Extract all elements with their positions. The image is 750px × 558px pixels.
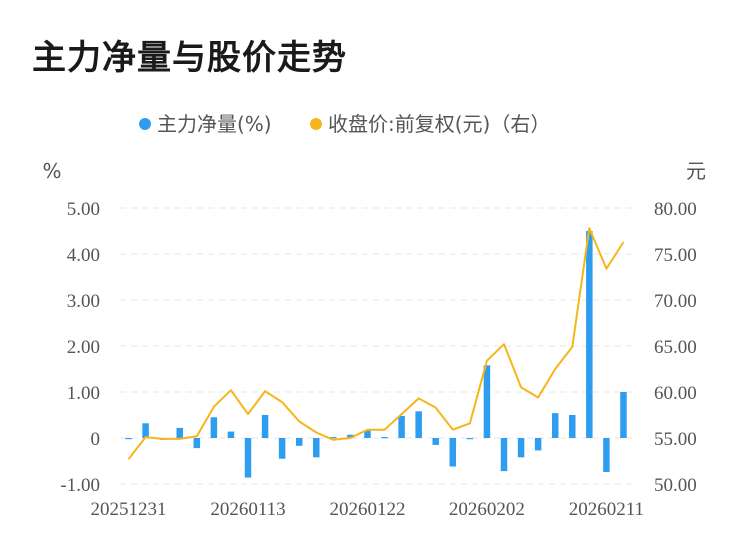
bar bbox=[193, 438, 201, 449]
right-tick-label: 50.00 bbox=[654, 475, 697, 496]
bar bbox=[330, 437, 337, 439]
bar bbox=[432, 438, 439, 445]
bar bbox=[278, 438, 286, 459]
right-axis: 80.00 75.00 70.00 65.00 60.00 55.00 50.00 bbox=[654, 199, 697, 496]
bar bbox=[483, 365, 491, 438]
legend-label: 收盘价:前复权(元)（右） bbox=[328, 112, 550, 136]
bar bbox=[603, 438, 610, 473]
left-tick-label: 4.00 bbox=[67, 245, 100, 266]
right-axis-unit: 元 bbox=[686, 159, 706, 183]
x-tick-label: 20260122 bbox=[329, 499, 405, 520]
bar bbox=[210, 417, 218, 438]
bar bbox=[364, 430, 371, 438]
right-tick-label: 80.00 bbox=[654, 199, 697, 220]
bar-series bbox=[125, 231, 627, 478]
x-axis: 20251231 20260113 20260122 20260202 20260211 bbox=[91, 499, 645, 520]
left-tick-label: -1.00 bbox=[60, 475, 100, 496]
bar bbox=[125, 438, 132, 440]
bar bbox=[534, 438, 542, 451]
left-axis-unit: % bbox=[42, 159, 61, 183]
x-tick-label: 20260113 bbox=[210, 499, 285, 520]
bar bbox=[227, 431, 235, 438]
left-tick-label: 2.00 bbox=[67, 337, 100, 358]
x-tick-label: 20260202 bbox=[449, 499, 525, 520]
x-tick-label: 20260211 bbox=[569, 499, 644, 520]
left-axis: 5.00 4.00 3.00 2.00 1.00 0 -1.00 bbox=[60, 199, 100, 496]
bar bbox=[381, 437, 388, 439]
line-series bbox=[127, 227, 625, 460]
legend[interactable]: 主力净量(%) 收盘价:前复权(元)（右） bbox=[139, 112, 550, 136]
right-tick-label: 60.00 bbox=[654, 383, 697, 404]
bar bbox=[398, 415, 405, 438]
legend-marker bbox=[139, 118, 151, 130]
chart-title: 主力净量与股价走势 bbox=[32, 38, 347, 78]
bar bbox=[500, 438, 508, 472]
bar bbox=[347, 434, 354, 438]
legend-marker bbox=[310, 118, 322, 130]
bar bbox=[569, 415, 576, 438]
bar bbox=[142, 423, 149, 438]
x-tick-label: 20251231 bbox=[91, 499, 167, 520]
bar bbox=[517, 438, 525, 458]
legend-item-1[interactable]: 主力净量(%) bbox=[139, 112, 272, 136]
bar bbox=[449, 438, 457, 467]
price-line bbox=[127, 227, 625, 460]
right-tick-label: 75.00 bbox=[654, 245, 697, 266]
left-tick-label: 1.00 bbox=[67, 383, 100, 404]
bar bbox=[586, 231, 593, 438]
bar bbox=[261, 415, 269, 438]
bar bbox=[176, 427, 183, 438]
left-tick-label: 0 bbox=[91, 429, 101, 450]
legend-label: 主力净量(%) bbox=[157, 112, 272, 136]
right-tick-label: 65.00 bbox=[654, 337, 697, 358]
bar bbox=[415, 411, 422, 438]
gridlines bbox=[120, 207, 632, 485]
right-tick-label: 55.00 bbox=[654, 429, 697, 450]
bar bbox=[620, 392, 627, 438]
legend-item-2[interactable]: 收盘价:前复权(元)（右） bbox=[310, 112, 550, 136]
bar bbox=[295, 438, 303, 446]
bar bbox=[551, 413, 559, 438]
left-tick-label: 3.00 bbox=[67, 291, 100, 312]
bar bbox=[244, 438, 252, 478]
left-tick-label: 5.00 bbox=[67, 199, 100, 220]
right-tick-label: 70.00 bbox=[654, 291, 697, 312]
bar bbox=[313, 438, 320, 458]
bar bbox=[466, 438, 474, 440]
